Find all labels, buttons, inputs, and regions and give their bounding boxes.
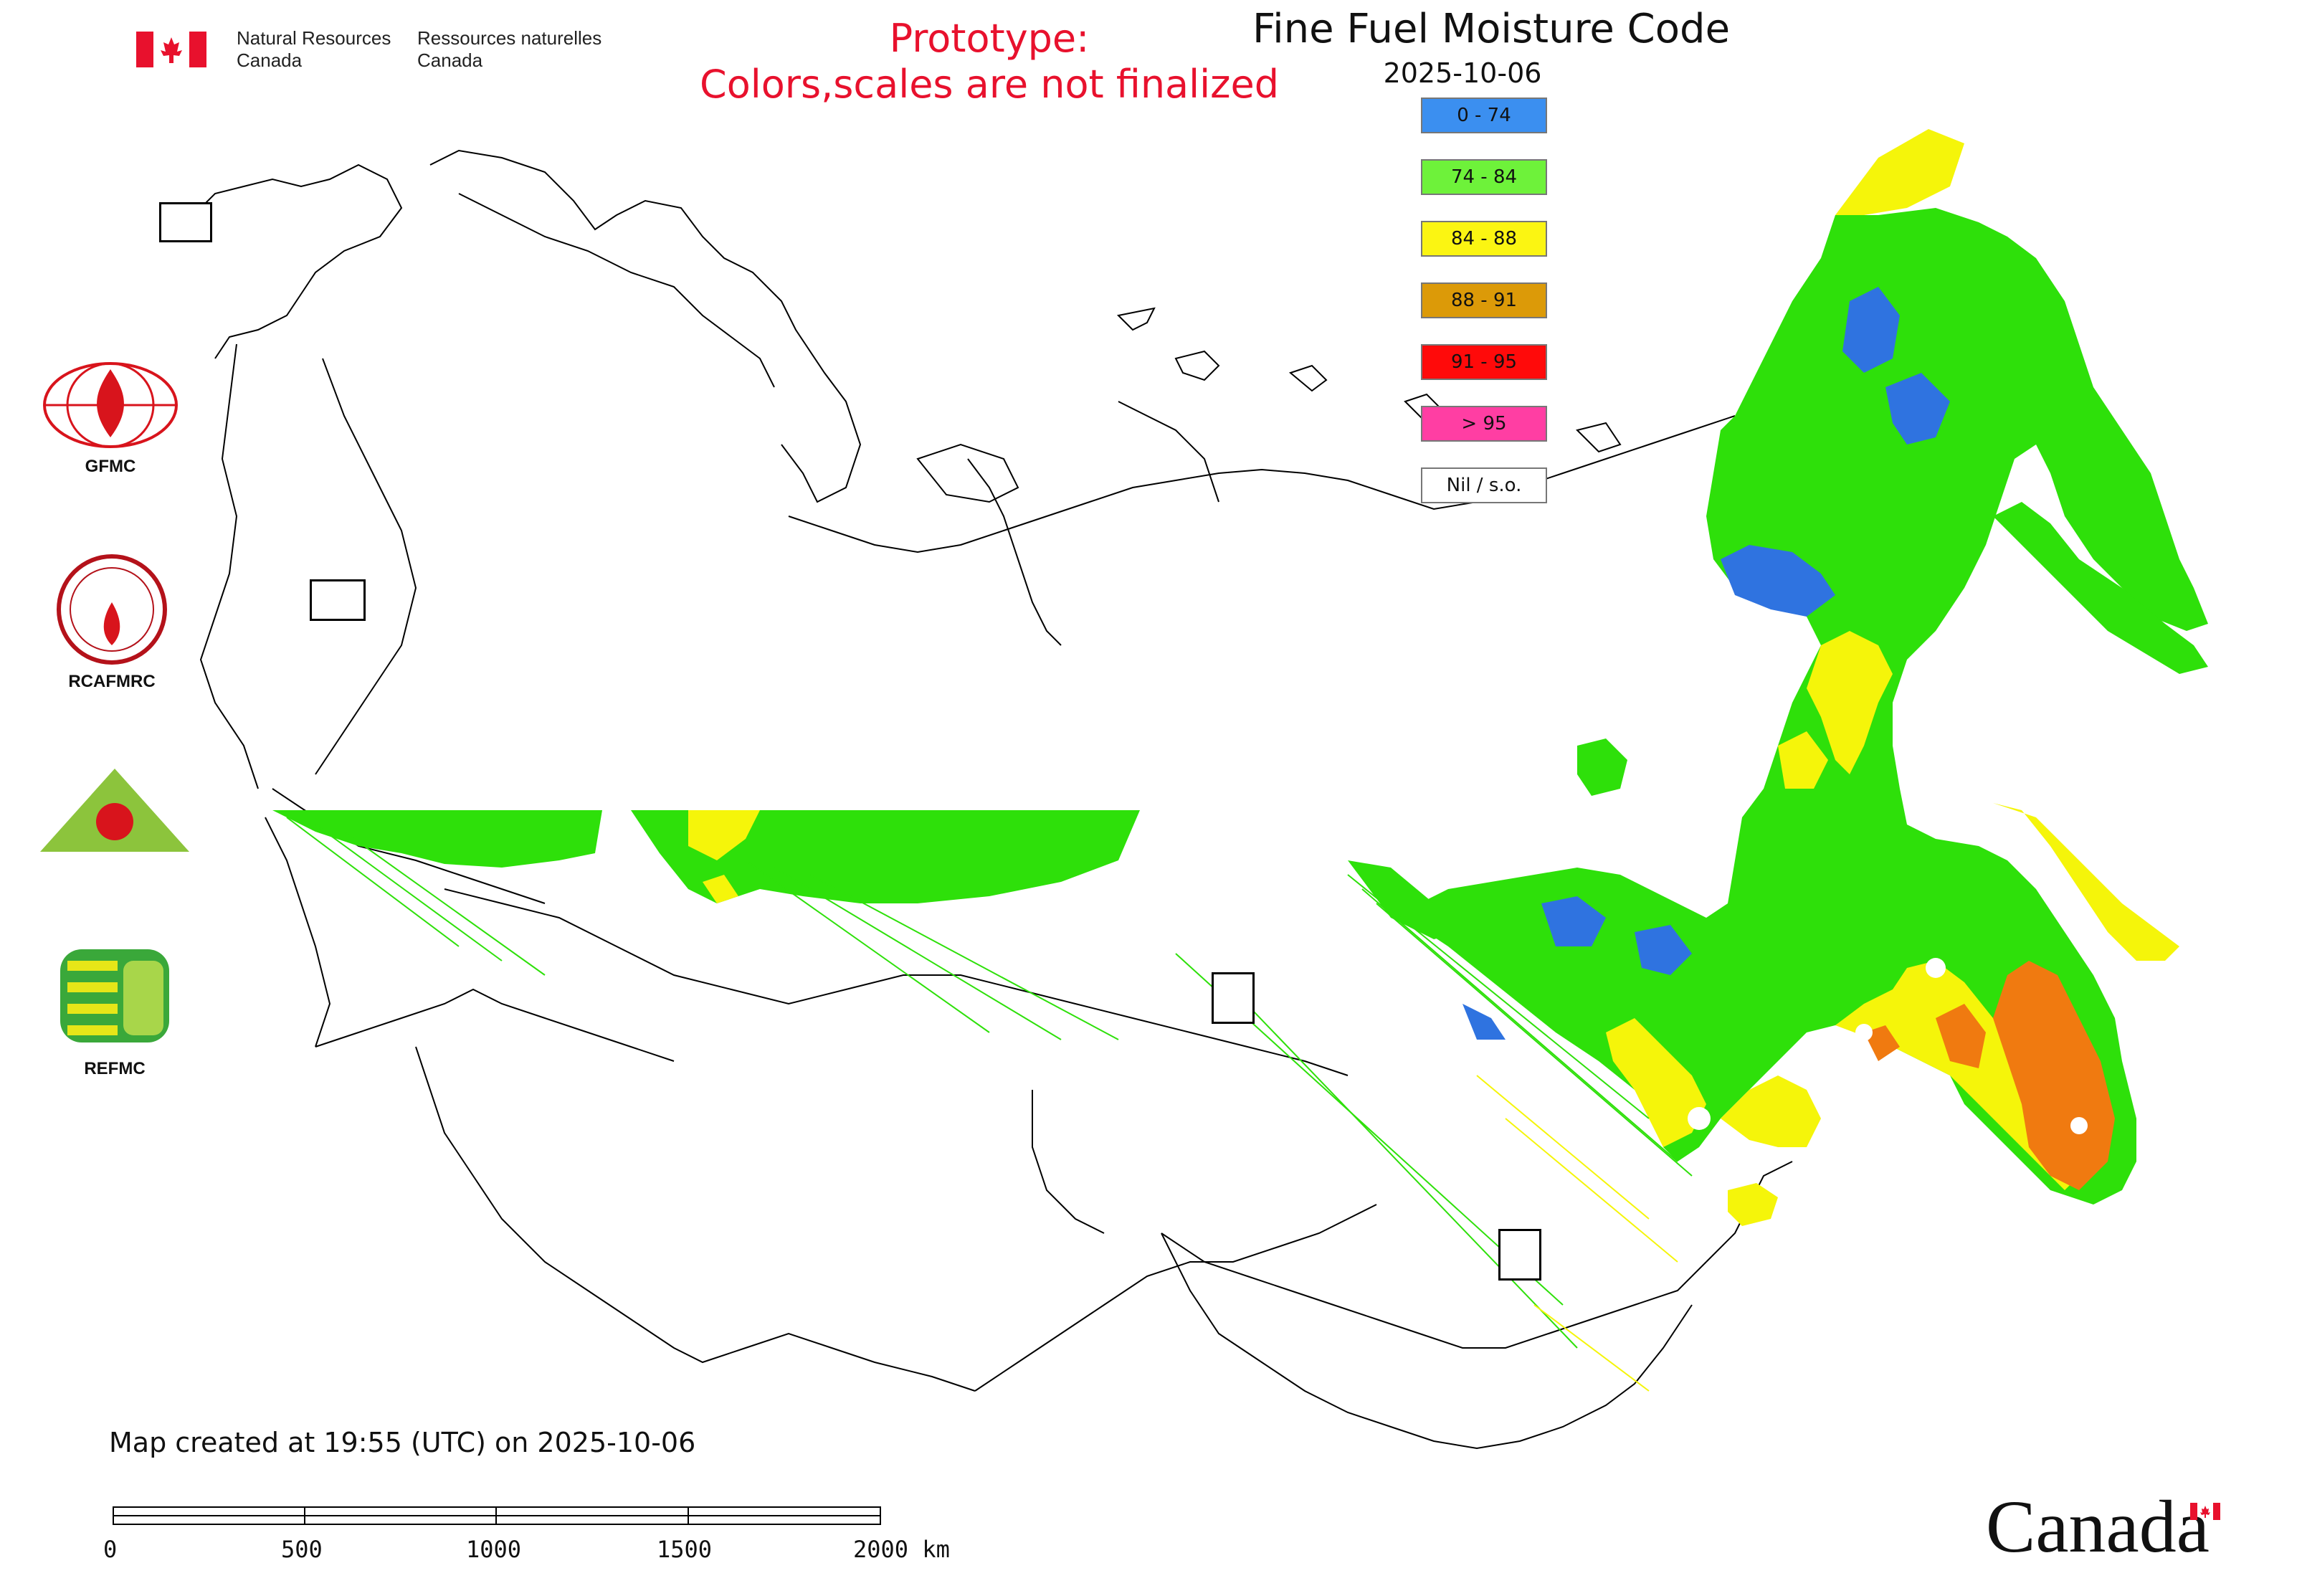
scale-bar <box>113 1506 881 1525</box>
legend-item-88-91: 88 - 91 <box>1421 282 1547 318</box>
legend-item-74-84: 74 - 84 <box>1421 159 1547 195</box>
logo-reefmc <box>37 766 192 871</box>
map-date: 2025-10-06 <box>1383 57 1542 89</box>
scale-label-500: 500 <box>281 1536 323 1563</box>
scale-label-2000: 2000 km <box>853 1536 950 1563</box>
scale-label-0: 0 <box>103 1536 118 1563</box>
logo-rcafmrc: RCAFMRC <box>53 552 171 692</box>
prototype-notice: Prototype: Colors,scales are not finaliz… <box>617 16 1362 108</box>
org-name-fr: Ressources naturelles Canada <box>417 27 602 71</box>
rcafmrc-emblem-icon <box>57 554 167 665</box>
scale-label-1500: 1500 <box>657 1536 713 1563</box>
ffmc-western-band <box>272 810 1693 1392</box>
boundary-lines <box>171 149 1793 1450</box>
map-created-text: Map created at 19:55 (UTC) on 2025-10-06 <box>109 1427 696 1458</box>
legend-item-84-88: 84 - 88 <box>1421 221 1547 257</box>
canada-wordmark: Canada <box>1986 1486 2210 1568</box>
gfmc-label: GFMC <box>85 457 136 476</box>
logo-gfmc: GFMC <box>39 358 182 477</box>
legend-item-over-95: > 95 <box>1421 406 1547 442</box>
scale-label-1000: 1000 <box>466 1536 522 1563</box>
refmc-label: REFMC <box>84 1059 146 1078</box>
legend-item-nil: Nil / s.o. <box>1421 467 1547 503</box>
org-name-en: Natural Resources Canada <box>237 27 391 71</box>
rcafmrc-label: RCAFMRC <box>68 672 156 691</box>
canada-flag-icon <box>136 32 206 67</box>
ffmc-fill <box>1419 129 2208 1226</box>
logo-refmc: REFMC <box>57 946 172 1079</box>
canada-wordmark-flag-icon <box>2190 1503 2220 1520</box>
map-marker-refmc <box>1212 972 1255 1024</box>
legend-item-91-95: 91 - 95 <box>1421 344 1547 380</box>
refmc-emblem-icon <box>60 949 169 1042</box>
map-marker-reefmc <box>310 579 366 621</box>
gfmc-emblem-icon <box>43 362 178 448</box>
legend-item-0-74: 0 - 74 <box>1421 98 1547 133</box>
reefmc-emblem-icon <box>40 769 189 865</box>
prototype-line2: Colors,scales are not finalized <box>700 62 1279 107</box>
prototype-line1: Prototype: <box>889 16 1090 61</box>
map-marker-rcafmrc <box>1498 1229 1541 1281</box>
map-marker-gfmc <box>159 202 212 242</box>
map-title: Fine Fuel Moisture Code <box>1252 6 1731 52</box>
